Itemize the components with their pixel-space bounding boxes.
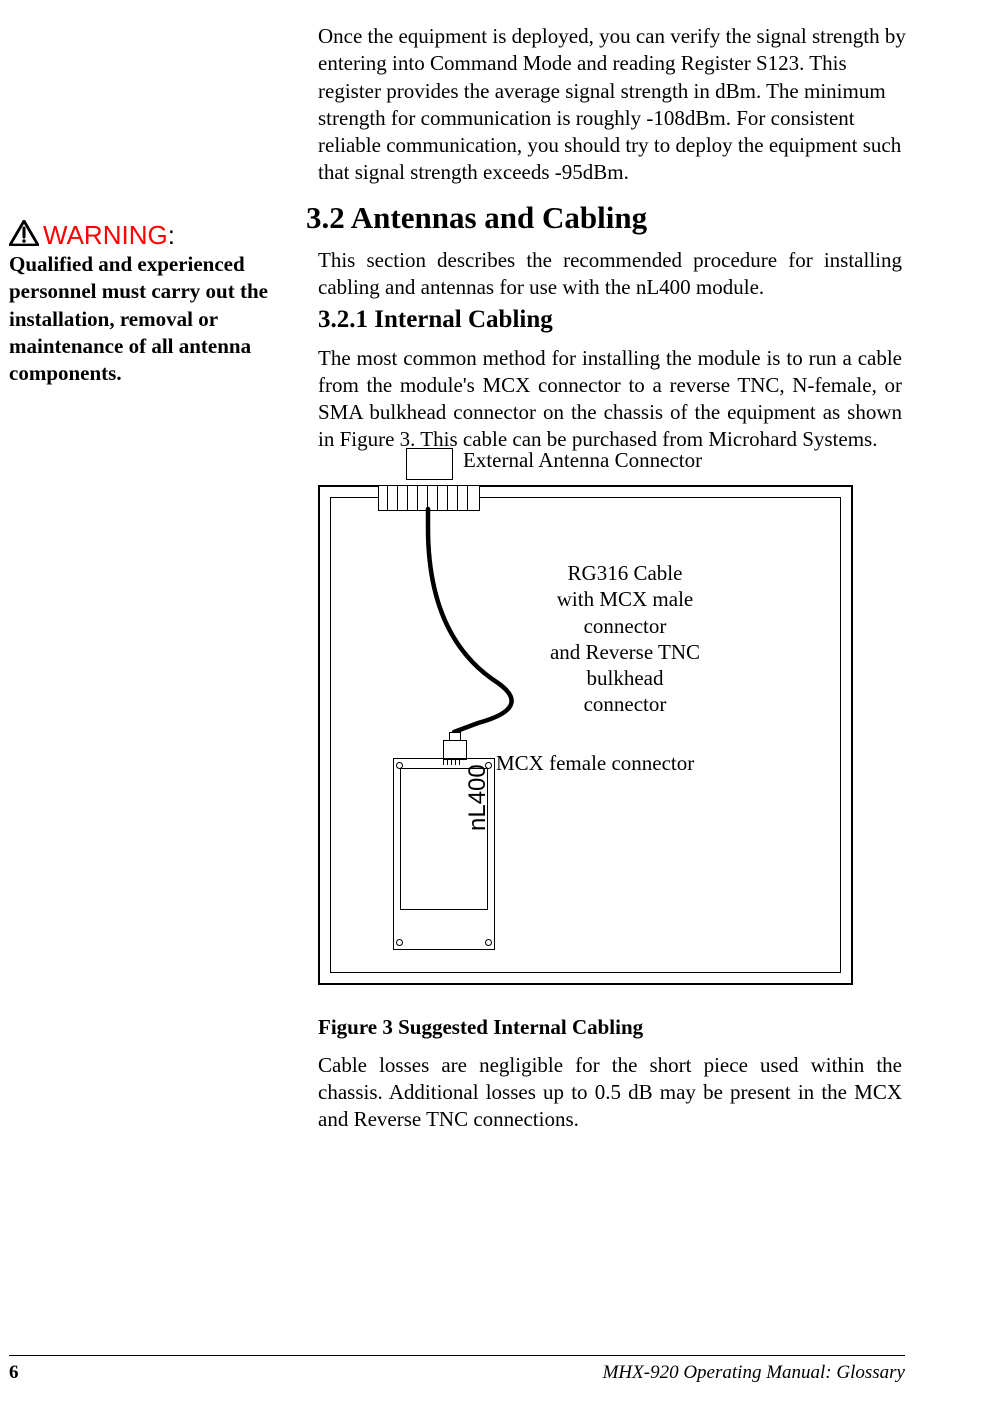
warning-colon: : [168, 220, 175, 250]
warning-sidebar: WARNING: Qualified and experienced perso… [9, 220, 299, 387]
mcx-label: MCX female connector [496, 751, 694, 776]
bulkhead-connector [378, 485, 480, 511]
board-hole [396, 939, 403, 946]
warning-body-text: Qualified and experienced personnel must… [9, 251, 299, 387]
module-label: nL400 [422, 764, 450, 831]
external-connector-box [406, 448, 453, 480]
section-3-2-1-body: The most common method for installing th… [318, 345, 902, 453]
warning-label: WARNING [43, 220, 168, 250]
board-hole [485, 939, 492, 946]
footer-manual-title: MHX-920 Operating Manual: Glossary [603, 1362, 905, 1384]
cable-label: RG316 Cable with MCX male connector and … [535, 560, 715, 718]
heading-3-2: 3.2 Antennas and Cabling [306, 200, 647, 236]
external-connector-label: External Antenna Connector [463, 448, 702, 473]
figure-3-diagram: External Antenna Connector RG316 Cable w… [318, 448, 878, 988]
figure-3-caption: Figure 3 Suggested Internal Cabling [318, 1015, 643, 1040]
heading-3-2-1: 3.2.1 Internal Cabling [318, 306, 553, 334]
section-3-2-intro: This section describes the recommended p… [318, 247, 902, 301]
intro-paragraph: Once the equipment is deployed, you can … [318, 23, 913, 187]
footer-page-number: 6 [9, 1362, 19, 1384]
footer-divider [9, 1355, 905, 1356]
cable-losses-paragraph: Cable losses are negligible for the shor… [318, 1052, 902, 1133]
warning-icon [9, 220, 39, 251]
